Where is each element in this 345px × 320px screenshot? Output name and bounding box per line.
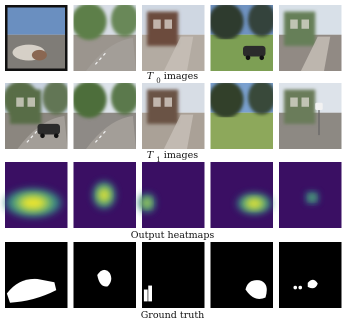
t0-images-caption: T 0 images (147, 71, 198, 85)
heatmaps-panel-2 (73, 162, 136, 228)
ground_truth-panel-3 (142, 242, 205, 308)
t1-panel-2 (73, 83, 136, 149)
t0-image-row (5, 5, 342, 71)
ground-truth-row (5, 242, 342, 308)
ground-truth-caption: Ground truth (141, 310, 205, 320)
t0-panel-3 (142, 5, 205, 71)
t1-panel-4 (210, 83, 273, 149)
ground_truth-panel-2 (73, 242, 136, 308)
heatmaps-panel-4 (210, 162, 273, 228)
t1-panel-1 (5, 83, 68, 149)
t0-panel-1 (5, 5, 68, 71)
t1-panel-3 (142, 83, 205, 149)
t1-panel-5 (279, 83, 342, 149)
t0-panel-4 (210, 5, 273, 71)
t1-images-caption: T 1 images (147, 150, 198, 164)
heatmaps-panel-1 (5, 162, 68, 228)
output-heatmaps-row (5, 162, 342, 228)
ground_truth-panel-5 (279, 242, 342, 308)
t0-panel-5 (279, 5, 342, 71)
output-heatmaps-caption: Output heatmaps (131, 230, 215, 241)
heatmaps-panel-3 (139, 162, 205, 228)
t0-panel-2 (73, 5, 136, 71)
heatmaps-panel-5 (279, 162, 342, 228)
t1-image-row (5, 83, 342, 149)
ground_truth-panel-1 (5, 242, 68, 308)
ground_truth-panel-4 (210, 242, 273, 308)
